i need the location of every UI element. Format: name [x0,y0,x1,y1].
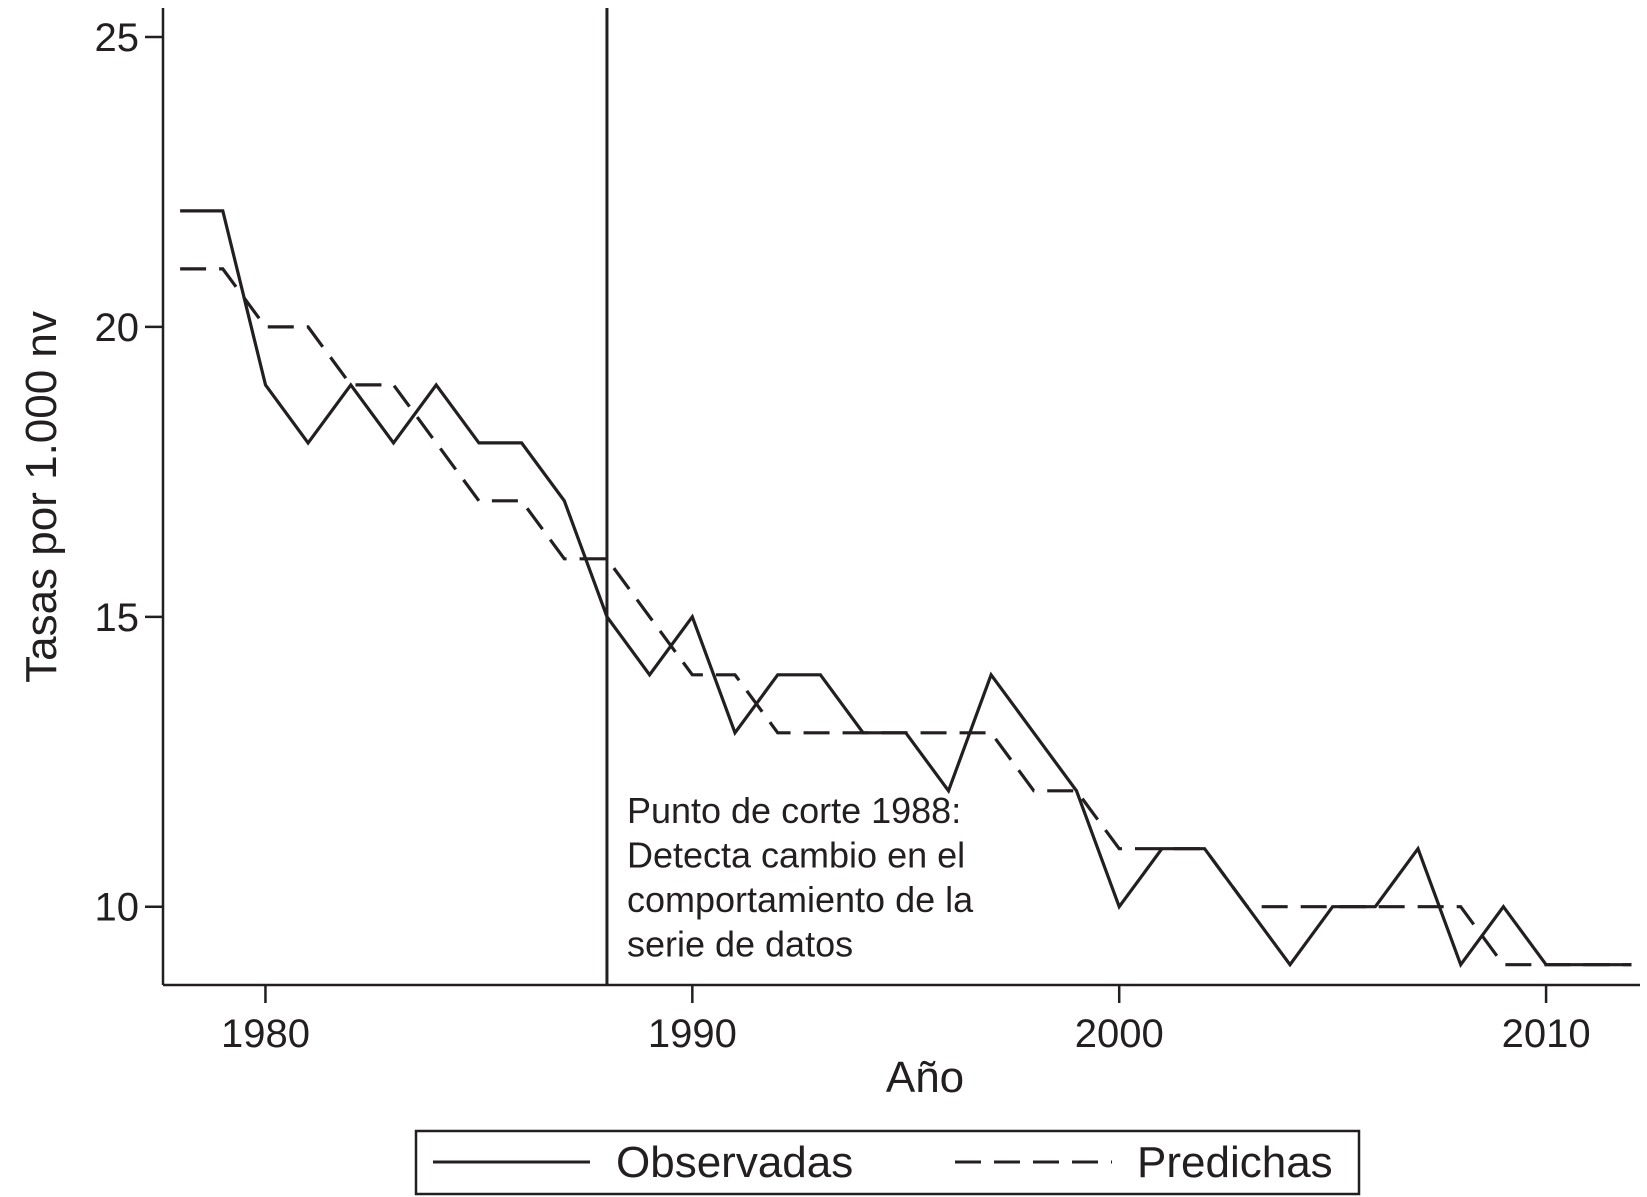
x-axis-title: Año [886,1053,964,1102]
y-tick-label: 15 [95,596,140,640]
y-tick-label: 20 [95,306,140,350]
annotation-line: serie de datos [627,924,853,965]
annotation-line: Punto de corte 1988: [627,790,961,831]
legend: Observadas Predichas [414,1129,1361,1196]
y-ticks: 10 15 20 25 [95,16,163,930]
x-ticks: 1980 1990 2000 2010 [221,985,1591,1056]
legend-box [414,1129,1361,1196]
annotation-line: Detecta cambio en el [627,835,965,876]
y-tick-label: 25 [95,16,140,60]
y-tick-label: 10 [95,886,140,930]
x-tick-label: 1990 [648,1012,737,1056]
annotation-line: comportamiento de la [627,879,974,920]
x-tick-label: 2000 [1075,1012,1164,1056]
x-tick-label: 1980 [221,1012,310,1056]
x-tick-label: 2010 [1502,1012,1591,1056]
series [180,209,1632,969]
axes [161,8,1640,987]
legend-label-predichas: Predichas [1137,1138,1333,1187]
series-line-predichas [180,267,1632,967]
y-axis-title: Tasas por 1.000 nv [17,311,66,683]
legend-label-observadas: Observadas [616,1138,853,1187]
cut-point-annotation: Punto de corte 1988: Detecta cambio en el… [627,790,974,965]
